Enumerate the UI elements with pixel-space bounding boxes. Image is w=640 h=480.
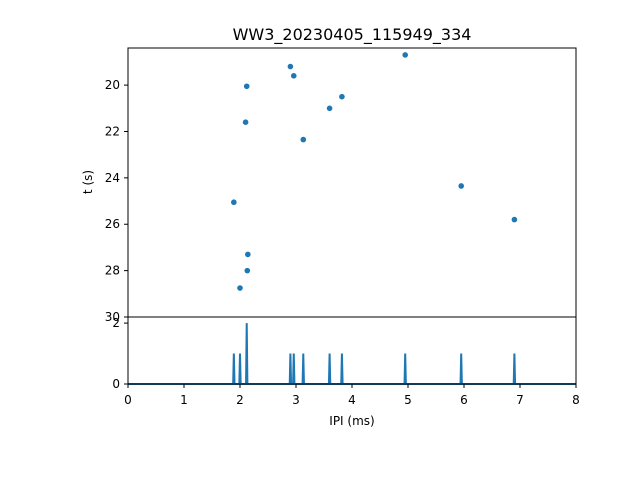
scatter-points [231,52,518,291]
scatter-point [245,251,251,258]
x-tick-label: 8 [572,393,580,407]
scatter-point [339,93,345,100]
y-tick-label: 2 [112,316,120,330]
y-tick-label: 26 [105,217,120,231]
scatter-point [237,285,243,291]
y-axis-label: t (s) [81,170,95,194]
y-tick-label: 24 [105,171,120,185]
histogram-y-ticks: 02 [112,316,128,391]
scatter-point [290,73,297,79]
histogram-frame [127,316,577,385]
x-tick-label: 3 [292,393,300,407]
x-axis-label: IPI (ms) [329,414,374,428]
x-tick-label: 7 [516,393,524,407]
scatter-point [458,183,465,189]
x-tick-label: 2 [236,393,244,407]
x-tick-label: 6 [460,393,468,407]
y-tick-label: 22 [105,124,120,138]
scatter-point [300,136,307,143]
scatter-point [287,63,294,70]
y-tick-label: 30 [105,310,120,324]
x-ticks: 0 1 2 3 4 5 6 7 8 [124,384,580,407]
y-tick-label: 28 [105,264,120,278]
scatter-point [231,199,237,206]
x-tick-label: 1 [180,393,188,407]
scatter-point [326,105,333,112]
chart-title: WW3_20230405_115949_334 [233,25,472,45]
ipi-density-line [128,323,576,385]
scatter-point [244,267,251,274]
scatter-y-ticks: 20 22 24 26 28 30 [105,78,128,324]
scatter-point [242,119,249,126]
y-tick-label: 20 [105,78,120,92]
x-tick-label: 5 [404,393,412,407]
scatter-point [402,52,409,58]
scatter-point [511,216,518,223]
scatter-panel: 20 22 24 26 28 30 WW3_20230405_115949_334 t (… [81,25,577,324]
x-tick-label: 0 [124,393,132,407]
y-tick-label: 0 [112,377,120,391]
scatter-point [243,83,250,90]
x-tick-label: 4 [348,393,356,407]
